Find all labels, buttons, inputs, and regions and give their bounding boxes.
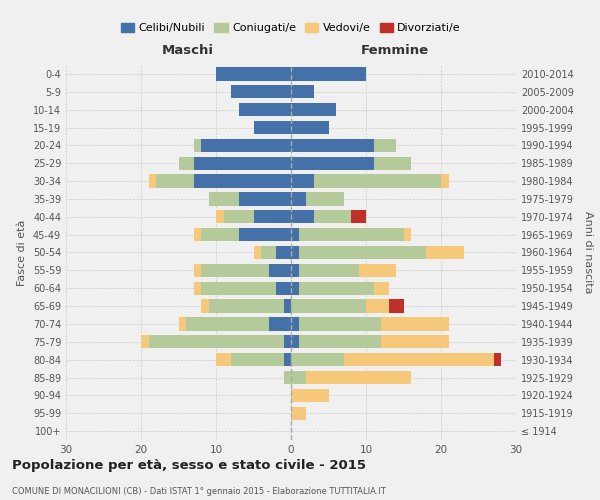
Bar xyxy=(291,192,306,205)
Bar xyxy=(291,388,329,402)
Bar xyxy=(193,174,291,188)
Bar xyxy=(254,121,291,134)
Bar xyxy=(426,246,464,259)
Bar xyxy=(216,210,223,224)
Bar xyxy=(299,317,381,330)
Bar xyxy=(291,174,314,188)
Bar xyxy=(261,246,276,259)
Bar xyxy=(299,246,426,259)
Bar xyxy=(223,210,254,224)
Bar xyxy=(179,156,193,170)
Bar xyxy=(291,67,366,80)
Bar xyxy=(239,192,291,205)
Bar xyxy=(404,228,411,241)
Bar xyxy=(314,174,441,188)
Bar xyxy=(343,353,493,366)
Bar xyxy=(381,335,449,348)
Bar xyxy=(291,282,299,295)
Bar xyxy=(299,282,373,295)
Text: Popolazione per età, sesso e stato civile - 2015: Popolazione per età, sesso e stato civil… xyxy=(12,460,366,472)
Text: Maschi: Maschi xyxy=(161,44,214,58)
Bar xyxy=(284,335,291,348)
Bar xyxy=(306,371,411,384)
Bar xyxy=(291,353,343,366)
Bar xyxy=(373,138,396,152)
Bar xyxy=(193,264,201,277)
Bar xyxy=(291,156,373,170)
Bar xyxy=(291,371,306,384)
Bar xyxy=(291,103,336,117)
Bar xyxy=(269,317,291,330)
Text: Femmine: Femmine xyxy=(361,44,428,58)
Bar xyxy=(239,103,291,117)
Bar xyxy=(291,406,306,420)
Bar xyxy=(201,138,291,152)
Bar xyxy=(231,353,284,366)
Bar xyxy=(306,192,343,205)
Y-axis label: Fasce di età: Fasce di età xyxy=(17,220,27,286)
Bar xyxy=(179,317,186,330)
Bar xyxy=(149,174,156,188)
Bar xyxy=(209,192,239,205)
Bar xyxy=(201,228,239,241)
Bar xyxy=(291,85,314,98)
Bar xyxy=(254,246,261,259)
Y-axis label: Anni di nascita: Anni di nascita xyxy=(583,211,593,294)
Bar xyxy=(239,228,291,241)
Bar xyxy=(381,317,449,330)
Bar xyxy=(373,156,411,170)
Bar xyxy=(209,300,284,313)
Bar xyxy=(216,67,291,80)
Bar xyxy=(156,174,193,188)
Bar xyxy=(201,264,269,277)
Bar xyxy=(291,335,299,348)
Bar xyxy=(299,264,359,277)
Bar xyxy=(314,210,351,224)
Bar xyxy=(276,246,291,259)
Bar xyxy=(291,228,299,241)
Bar xyxy=(193,138,201,152)
Bar xyxy=(389,300,404,313)
Bar xyxy=(299,228,404,241)
Bar xyxy=(366,300,389,313)
Bar xyxy=(351,210,366,224)
Bar xyxy=(291,121,329,134)
Bar xyxy=(231,85,291,98)
Bar xyxy=(284,353,291,366)
Bar xyxy=(284,300,291,313)
Bar xyxy=(186,317,269,330)
Bar xyxy=(359,264,396,277)
Bar xyxy=(149,335,284,348)
Bar xyxy=(254,210,291,224)
Bar xyxy=(276,282,291,295)
Bar xyxy=(193,156,291,170)
Bar xyxy=(373,282,389,295)
Bar xyxy=(284,371,291,384)
Legend: Celibi/Nubili, Coniugati/e, Vedovi/e, Divorziati/e: Celibi/Nubili, Coniugati/e, Vedovi/e, Di… xyxy=(116,18,466,38)
Bar xyxy=(299,335,381,348)
Bar xyxy=(201,282,276,295)
Bar xyxy=(141,335,149,348)
Bar xyxy=(291,317,299,330)
Bar xyxy=(291,246,299,259)
Bar xyxy=(291,210,314,224)
Bar xyxy=(441,174,449,188)
Text: COMUNE DI MONACILIONI (CB) - Dati ISTAT 1° gennaio 2015 - Elaborazione TUTTITALI: COMUNE DI MONACILIONI (CB) - Dati ISTAT … xyxy=(12,487,386,496)
Bar xyxy=(216,353,231,366)
Bar xyxy=(291,264,299,277)
Bar xyxy=(193,228,201,241)
Bar xyxy=(269,264,291,277)
Bar xyxy=(193,282,201,295)
Bar xyxy=(291,300,366,313)
Bar xyxy=(493,353,501,366)
Bar xyxy=(291,138,373,152)
Bar xyxy=(201,300,209,313)
